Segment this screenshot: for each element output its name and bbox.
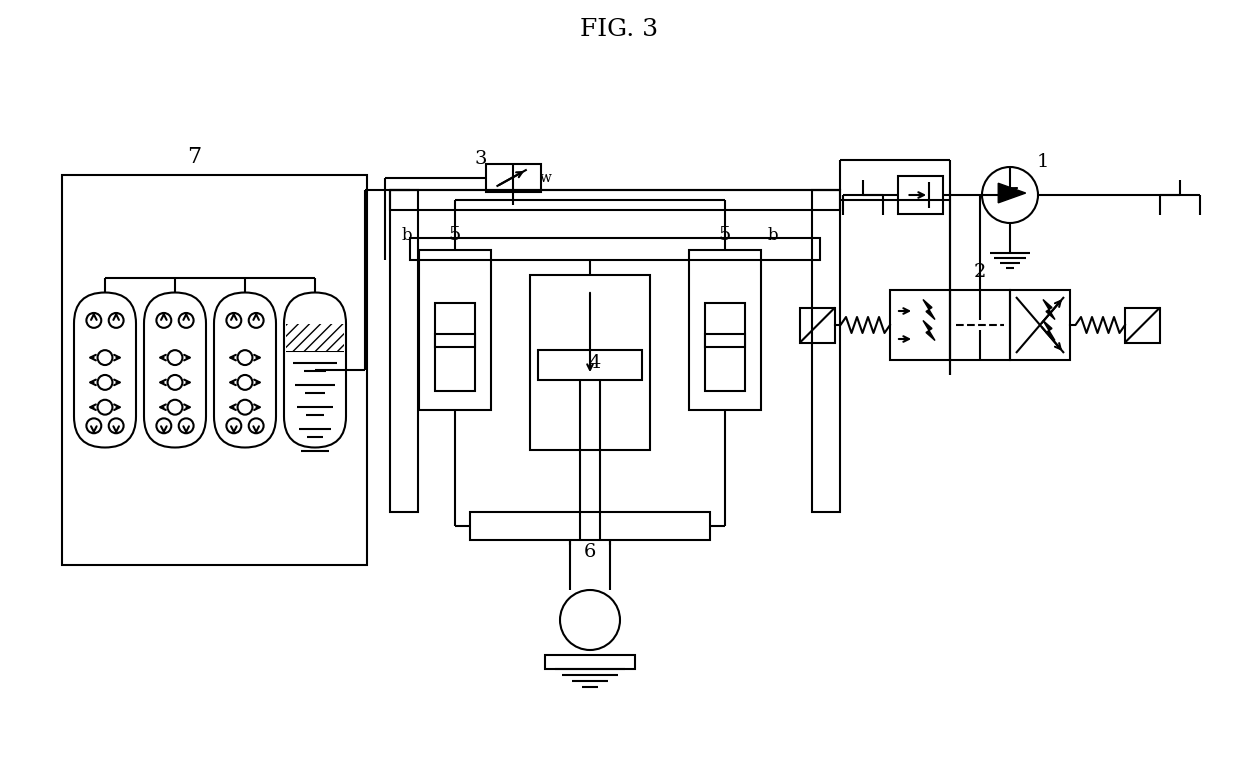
Text: 3: 3 <box>475 150 487 168</box>
Bar <box>62 175 367 565</box>
Circle shape <box>167 350 182 365</box>
Text: 5: 5 <box>719 226 731 244</box>
Circle shape <box>227 418 242 433</box>
Circle shape <box>238 375 253 390</box>
Text: FIG. 3: FIG. 3 <box>580 18 658 42</box>
Circle shape <box>227 313 242 328</box>
Circle shape <box>87 313 102 328</box>
Text: b: b <box>401 226 413 243</box>
Bar <box>689 250 761 410</box>
Circle shape <box>238 350 253 365</box>
Polygon shape <box>1043 299 1054 319</box>
Bar <box>1125 308 1160 343</box>
Bar <box>1010 290 1070 360</box>
Polygon shape <box>1043 321 1054 340</box>
Bar <box>800 308 835 343</box>
FancyBboxPatch shape <box>144 293 206 448</box>
Circle shape <box>560 590 620 650</box>
Bar <box>530 275 650 450</box>
Text: b: b <box>768 226 778 243</box>
Circle shape <box>109 313 124 328</box>
Circle shape <box>98 400 113 415</box>
Bar <box>812 190 840 512</box>
Text: 2: 2 <box>974 263 986 281</box>
Circle shape <box>109 418 124 433</box>
FancyBboxPatch shape <box>74 293 136 448</box>
Circle shape <box>156 313 171 328</box>
Bar <box>545 655 636 669</box>
Bar <box>410 238 820 260</box>
Bar <box>538 350 642 380</box>
Circle shape <box>178 313 193 328</box>
Bar <box>897 176 943 214</box>
Circle shape <box>98 375 113 390</box>
Circle shape <box>87 418 102 433</box>
Bar <box>890 290 950 360</box>
FancyBboxPatch shape <box>284 293 346 448</box>
Text: w: w <box>539 171 551 185</box>
Bar <box>705 334 745 347</box>
Circle shape <box>249 418 264 433</box>
Circle shape <box>178 418 193 433</box>
Circle shape <box>167 400 182 415</box>
Polygon shape <box>923 299 935 319</box>
Text: 5: 5 <box>449 226 461 244</box>
Circle shape <box>167 375 182 390</box>
Bar <box>486 164 540 192</box>
Text: 7: 7 <box>187 146 202 168</box>
Bar <box>390 190 840 210</box>
Bar <box>419 250 491 410</box>
Text: 4: 4 <box>589 353 601 372</box>
Text: 6: 6 <box>584 543 596 561</box>
Bar <box>435 334 475 347</box>
Circle shape <box>249 313 264 328</box>
Text: 1: 1 <box>1037 153 1049 171</box>
Circle shape <box>98 350 113 365</box>
FancyBboxPatch shape <box>214 293 276 448</box>
Circle shape <box>983 167 1038 223</box>
Bar <box>705 302 745 391</box>
Bar <box>950 290 1010 360</box>
Bar <box>435 302 475 391</box>
Circle shape <box>238 400 253 415</box>
Polygon shape <box>923 321 935 340</box>
Polygon shape <box>999 183 1026 203</box>
Circle shape <box>156 418 171 433</box>
Bar <box>286 324 344 351</box>
Bar <box>390 190 418 512</box>
Bar <box>470 512 710 540</box>
